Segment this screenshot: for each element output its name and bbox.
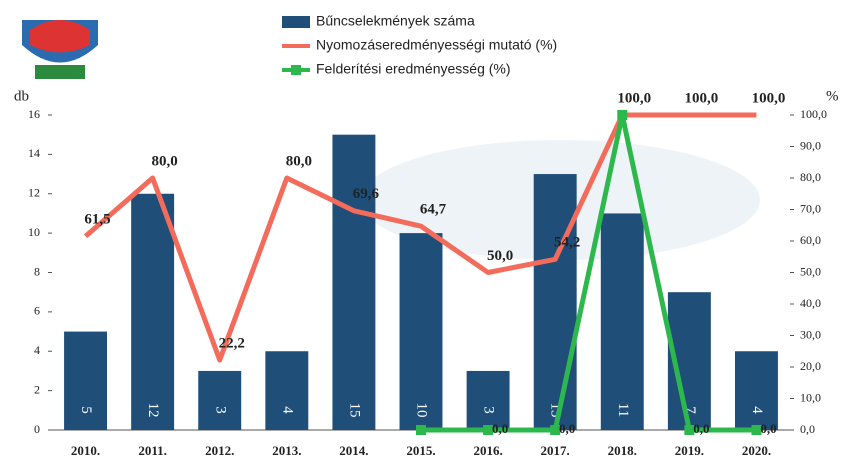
y-axis-label: db	[14, 88, 29, 104]
legend-label: Nyomozáseredményességi mutató (%)	[316, 37, 557, 53]
legend-marker	[291, 65, 301, 75]
y-tick-label: 4	[34, 343, 40, 357]
x-tick-label: 2020.	[742, 443, 771, 458]
x-tick-label: 2013.	[272, 443, 301, 458]
bar-label: 5	[78, 406, 94, 414]
data-label: 50,0	[487, 248, 513, 264]
data-label: 80,0	[286, 153, 312, 169]
data-label: 100,0	[684, 90, 718, 106]
y2-tick-label: 100,0	[800, 107, 827, 121]
marker	[416, 425, 426, 435]
y2-tick-label: 20,0	[800, 359, 821, 373]
data-label: 69,6	[353, 186, 380, 202]
bar-label: 11	[615, 403, 631, 417]
data-label: 0,0	[760, 421, 776, 436]
y-tick-label: 14	[28, 146, 40, 160]
bar	[534, 174, 577, 430]
legend-label: Bűncselekmények száma	[316, 13, 475, 29]
y-tick-label: 2	[34, 382, 40, 396]
chart: db % 02468101214160,010,020,030,040,050,…	[0, 0, 855, 473]
y2-tick-label: 80,0	[800, 170, 821, 184]
bar	[265, 351, 308, 430]
bar-label: 3	[481, 406, 497, 414]
bar-label: 15	[346, 403, 362, 418]
legend-swatch	[282, 16, 310, 28]
y2-tick-label: 40,0	[800, 296, 821, 310]
bar	[131, 194, 174, 430]
x-tick-label: 2017.	[541, 443, 570, 458]
bar-label: 10	[414, 403, 430, 418]
y2-tick-label: 0,0	[800, 422, 815, 436]
y2-tick-label: 30,0	[800, 327, 821, 341]
bar-label: 12	[145, 403, 161, 418]
x-tick-label: 2011.	[138, 443, 167, 458]
x-tick-label: 2010.	[71, 443, 100, 458]
y2-tick-label: 70,0	[800, 201, 821, 215]
x-tick-label: 2016.	[473, 443, 502, 458]
y2-tick-label: 90,0	[800, 138, 821, 152]
x-tick-label: 2018.	[608, 443, 637, 458]
legend-label: Felderítési eredményesség (%)	[316, 61, 511, 77]
bar	[735, 351, 778, 430]
bar	[198, 371, 241, 430]
bar-label: 4	[279, 406, 295, 414]
data-label: 100,0	[617, 90, 651, 106]
data-label: 61,5	[84, 212, 110, 228]
data-label: 0,0	[693, 421, 709, 436]
data-label: 0,0	[492, 421, 508, 436]
x-tick-label: 2012.	[205, 443, 234, 458]
bar	[332, 135, 375, 430]
y-tick-label: 16	[28, 107, 40, 121]
x-tick-label: 2015.	[406, 443, 435, 458]
data-label: 0,0	[559, 421, 575, 436]
data-label: 54,2	[554, 235, 580, 251]
bar	[400, 233, 443, 430]
data-label: 80,0	[152, 153, 178, 169]
y-tick-label: 12	[28, 186, 40, 200]
y-tick-label: 8	[34, 264, 40, 278]
x-tick-label: 2019.	[675, 443, 704, 458]
y2-tick-label: 60,0	[800, 233, 821, 247]
y2-axis-label: %	[826, 88, 839, 104]
y2-tick-label: 10,0	[800, 390, 821, 404]
y2-tick-label: 50,0	[800, 264, 821, 278]
bar	[601, 213, 644, 430]
bar-label: 4	[749, 406, 765, 414]
marker	[617, 110, 627, 120]
y-tick-label: 10	[28, 225, 40, 239]
bar-label: 3	[212, 406, 228, 414]
bar	[64, 332, 107, 430]
data-label: 100,0	[752, 90, 786, 106]
data-label: 64,7	[420, 202, 447, 218]
y-tick-label: 6	[34, 304, 40, 318]
data-label: 22,2	[219, 336, 245, 352]
y-tick-label: 0	[34, 422, 40, 436]
x-tick-label: 2014.	[339, 443, 368, 458]
